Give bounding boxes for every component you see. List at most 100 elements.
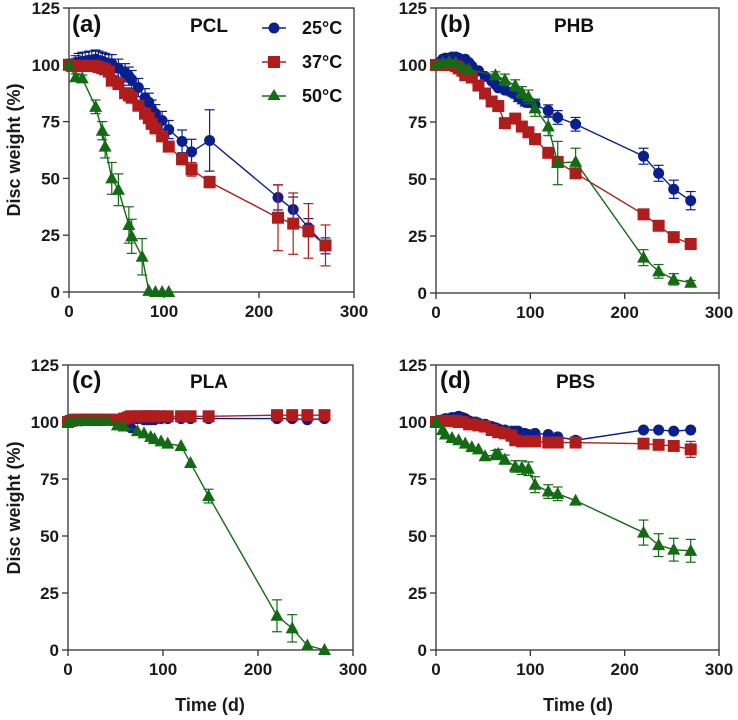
panel-b-point-37c bbox=[529, 133, 542, 146]
panel-a-point-50c bbox=[95, 123, 109, 136]
panel-c-point-37c bbox=[175, 410, 188, 423]
panel-b-series-37c bbox=[430, 59, 697, 250]
panel-a-point-25c bbox=[176, 135, 188, 147]
panel-a-point-50c bbox=[62, 57, 76, 70]
panel-c-point-37c bbox=[271, 409, 283, 422]
panel-b: 0 100 200 300 0 25 50 75 100 125 (b) PHB bbox=[399, 0, 734, 322]
panel-a-point-37c bbox=[302, 224, 315, 237]
panel-a-point-37c bbox=[272, 211, 284, 224]
panel-b-point-25c bbox=[668, 183, 680, 195]
panel-b-point-25c bbox=[653, 167, 665, 179]
legend-label-25c: 25°C bbox=[302, 18, 342, 38]
panel-d-x-axis-title: Time (d) bbox=[543, 695, 613, 715]
panel-d-y-tick-label: 125 bbox=[399, 356, 427, 375]
panel-c-y-tick-label: 100 bbox=[31, 413, 59, 432]
panel-d-x-tick-label: 0 bbox=[431, 660, 440, 679]
panel-d-point-50c bbox=[429, 415, 443, 427]
panel-b-point-50c bbox=[637, 250, 651, 263]
panel-d-series-37c bbox=[430, 414, 697, 458]
panel-d-point-50c bbox=[551, 486, 565, 499]
panel-c-x-axis-title: Time (d) bbox=[175, 695, 245, 715]
panel-a-point-37c bbox=[112, 78, 125, 91]
panel-c-point-50c bbox=[202, 489, 216, 502]
panel-a-point-50c bbox=[105, 171, 119, 184]
panel-b-point-37c bbox=[684, 237, 697, 250]
panel-d-point-50c bbox=[438, 427, 452, 440]
panel-a-point-37c bbox=[102, 65, 115, 78]
panel-b-point-25c bbox=[542, 105, 554, 117]
panel-a-point-37c bbox=[203, 176, 216, 189]
panel-a-point-37c bbox=[287, 217, 300, 230]
panel-b-point-50c bbox=[498, 72, 512, 85]
panel-d-axes bbox=[430, 364, 720, 656]
panel-c-point-37c bbox=[318, 409, 331, 422]
panel-a-point-50c bbox=[122, 217, 136, 230]
panel-b-series bbox=[429, 51, 698, 288]
panel-d-point-37c bbox=[529, 435, 542, 448]
panel-d-point-25c bbox=[653, 424, 665, 436]
legend-label-50c: 50°C bbox=[302, 86, 342, 106]
panel-a-x-tick-label: 0 bbox=[64, 302, 73, 321]
panel-b-tick-labels: 0 100 200 300 0 25 50 75 100 125 bbox=[399, 0, 734, 322]
panel-d-point-50c bbox=[569, 493, 583, 506]
panel-a-point-37c bbox=[319, 239, 332, 252]
panel-a-tick-labels: 0 100 200 300 0 25 50 75 100 125 bbox=[32, 0, 369, 321]
panel-b-y-tick-label: 125 bbox=[399, 0, 427, 18]
panel-c-axes bbox=[62, 364, 354, 656]
panel-c-point-50c bbox=[300, 638, 314, 651]
panel-a-point-50c bbox=[135, 249, 149, 262]
panel-d-point-37c bbox=[667, 439, 680, 452]
panel-b-series-50c bbox=[429, 54, 698, 288]
panel-b-point-50c bbox=[541, 119, 555, 132]
panel-d-point-50c bbox=[478, 449, 492, 462]
panel-d-y-tick-label: 0 bbox=[418, 641, 427, 660]
panel-c-point-50c bbox=[101, 413, 115, 426]
panel-d-y-tick-label: 50 bbox=[408, 527, 427, 546]
legend-item-50c: 50°C bbox=[262, 86, 342, 106]
panel-c-series bbox=[61, 409, 331, 655]
panel-b-point-25c bbox=[638, 150, 650, 162]
panel-b-point-50c bbox=[508, 78, 522, 91]
panel-a-point-37c bbox=[162, 140, 175, 153]
panel-a-frame bbox=[68, 7, 355, 293]
panel-c-y-tick-label: 50 bbox=[40, 527, 59, 546]
panel-c-point-50c bbox=[285, 621, 299, 634]
panel-a-point-25c bbox=[186, 146, 198, 158]
panel-c-x-tick-label: 0 bbox=[63, 660, 72, 679]
panel-b-point-37c bbox=[637, 208, 650, 221]
panel-b-point-37c bbox=[498, 117, 511, 130]
panel-b-y-tick-label: 25 bbox=[408, 227, 427, 246]
panel-b-x-tick-label: 0 bbox=[431, 303, 440, 322]
panel-d-point-50c bbox=[667, 542, 681, 555]
panel-b-point-50c bbox=[449, 55, 463, 68]
panel-d-title: PBS bbox=[556, 372, 595, 393]
panel-d-point-50c bbox=[458, 436, 472, 449]
panel-d-point-50c bbox=[491, 446, 505, 459]
panel-d-x-tick-label: 300 bbox=[705, 660, 733, 679]
panel-b-x-tick-label: 300 bbox=[705, 303, 733, 322]
panel-c-title: PLA bbox=[190, 372, 228, 393]
panel-d-point-50c bbox=[471, 442, 485, 455]
panel-a-point-25c bbox=[204, 134, 216, 146]
panel-b-point-50c bbox=[684, 275, 698, 288]
panel-a-series bbox=[62, 49, 332, 297]
panel-d-point-50c bbox=[637, 525, 651, 538]
panel-b-point-50c bbox=[551, 156, 565, 169]
panel-c: 0 100 200 300 0 25 50 75 100 125 (c) PLA Disc wei… bbox=[4, 356, 367, 715]
panel-b-y-tick-label: 0 bbox=[418, 284, 427, 303]
panel-a-y-axis-title: Disc weight (%) bbox=[4, 83, 24, 216]
legend-label-37c: 37°C bbox=[302, 52, 342, 72]
panel-c-y-tick-label: 75 bbox=[40, 470, 59, 489]
panel-d-point-25c bbox=[685, 424, 697, 436]
panel-c-y-axis-title: Disc weight (%) bbox=[4, 441, 24, 574]
panel-d-point-37c bbox=[637, 437, 650, 450]
panel-c-point-50c bbox=[137, 426, 151, 439]
panel-a-point-50c bbox=[125, 229, 139, 242]
panel-a-tag: (a) bbox=[72, 11, 101, 38]
panel-d-point-50c bbox=[528, 477, 542, 490]
panel-a-series-37c bbox=[63, 58, 332, 267]
panel-c-point-50c bbox=[184, 456, 198, 469]
panel-a-point-37c bbox=[176, 153, 189, 166]
panel-a-x-tick-label: 200 bbox=[245, 302, 273, 321]
panel-d-y-tick-label: 100 bbox=[399, 413, 427, 432]
